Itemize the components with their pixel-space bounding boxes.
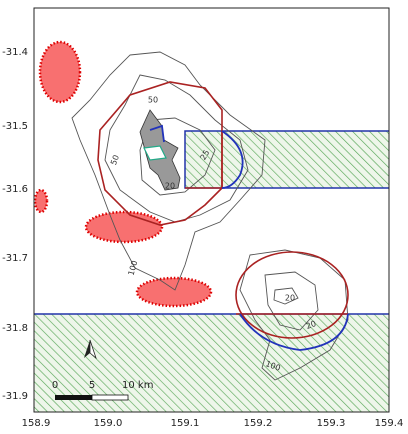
- hatched-zone: [34, 313, 389, 412]
- scale-label: 0: [52, 380, 58, 391]
- x-tick-label: 159.2: [244, 418, 273, 429]
- contour-label: 50: [109, 154, 121, 167]
- contour-label: 50: [148, 96, 158, 105]
- contour-label: 25: [199, 148, 212, 161]
- north-arrow: [84, 339, 97, 360]
- red-zones: [34, 40, 213, 308]
- map-frame: [33, 7, 390, 413]
- contour-label: 20: [285, 294, 295, 303]
- y-tick-label: -31.8: [2, 323, 28, 334]
- x-tick-label: 158.9: [22, 418, 51, 429]
- x-tick-label: 159.0: [94, 418, 123, 429]
- inner-zone: [143, 145, 167, 161]
- y-tick-label: -31.7: [2, 253, 28, 264]
- contour-label: 100: [127, 259, 140, 276]
- map-layers: [34, 8, 389, 412]
- y-tick-label: -31.9: [2, 391, 28, 402]
- blue-boundaries: [149, 124, 349, 351]
- y-tick-label: -31.5: [2, 121, 28, 132]
- x-tick-label: 159.4: [375, 418, 404, 429]
- x-tick-label: 159.3: [317, 418, 346, 429]
- x-tick-label: 159.1: [171, 418, 200, 429]
- contour-label: 20: [165, 182, 175, 191]
- scale-label: 10 km: [122, 380, 153, 391]
- hatched-zone: [184, 130, 389, 189]
- y-tick-label: -31.4: [2, 47, 28, 58]
- y-tick-label: -31.6: [2, 184, 28, 195]
- contour-label: 20: [305, 319, 318, 331]
- scale-label: 5: [89, 380, 95, 391]
- scale-bar-graphic: [55, 394, 129, 401]
